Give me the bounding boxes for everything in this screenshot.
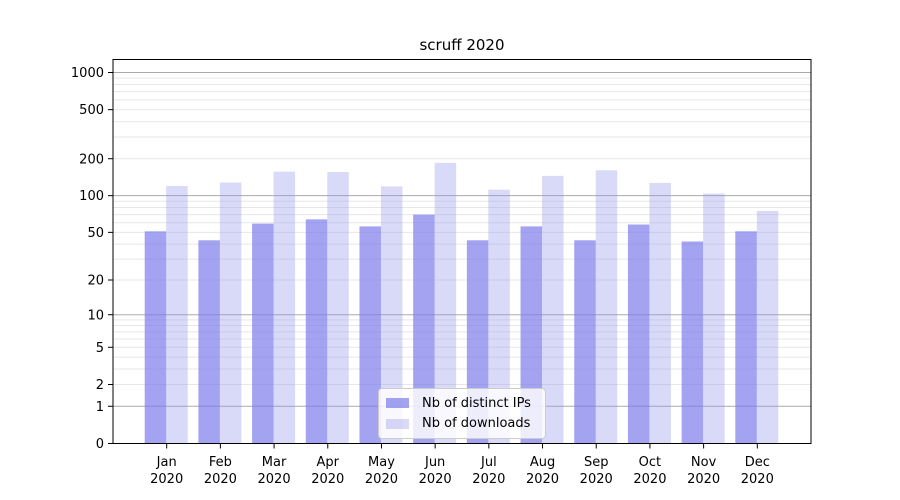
chart-title: scruff 2020 xyxy=(419,36,505,54)
bar-distinct-ips-sep xyxy=(574,240,596,444)
x-tick-label-month-nov: Nov xyxy=(691,455,717,470)
x-tick-label-year-dec: 2020 xyxy=(741,472,774,487)
x-tick-label-month-jun: Jun xyxy=(424,455,445,470)
y-tick-label-0: 0 xyxy=(96,437,104,452)
x-tick-label-month-dec: Dec xyxy=(745,455,770,470)
y-tick-label-100: 100 xyxy=(79,189,104,204)
bar-distinct-ips-jun xyxy=(413,214,435,444)
bar-distinct-ips-nov xyxy=(681,241,704,444)
x-tick-label-year-sep: 2020 xyxy=(580,472,613,487)
x-tick-label-month-may: May xyxy=(368,455,395,470)
bar-downloads-oct xyxy=(649,182,671,444)
bar-downloads-nov xyxy=(703,193,725,444)
legend-swatch-distinct-ips-icon xyxy=(386,398,409,409)
x-tick-label-year-jun: 2020 xyxy=(419,472,452,487)
x-tick-label-year-apr: 2020 xyxy=(311,472,344,487)
bar-downloads-apr xyxy=(327,171,349,444)
bar-distinct-ips-jan xyxy=(144,231,167,444)
legend-label-downloads: Nb of downloads xyxy=(422,416,531,432)
x-tick-label-month-oct: Oct xyxy=(639,455,661,470)
y-tick-label-500: 500 xyxy=(79,103,104,118)
x-tick-label-month-jan: Jan xyxy=(156,455,177,470)
x-tick-label-year-may: 2020 xyxy=(365,472,398,487)
x-tick-label-month-mar: Mar xyxy=(262,455,287,470)
x-tick-label-month-apr: Apr xyxy=(317,455,340,470)
bar-downloads-dec xyxy=(756,210,779,444)
bar-downloads-aug xyxy=(542,175,564,444)
bar-downloads-jan xyxy=(166,185,188,444)
bar-distinct-ips-feb xyxy=(198,240,220,444)
bar-downloads-jun xyxy=(434,162,457,444)
bar-distinct-ips-oct xyxy=(627,224,650,444)
x-tick-label-month-aug: Aug xyxy=(530,455,555,470)
x-tick-label-year-mar: 2020 xyxy=(258,472,291,487)
bar-downloads-may xyxy=(380,186,403,444)
legend: Nb of distinct IPs Nb of downloads xyxy=(378,388,546,439)
x-tick-label-year-nov: 2020 xyxy=(687,472,720,487)
y-tick-label-2: 2 xyxy=(96,378,104,393)
bar-distinct-ips-dec xyxy=(735,231,757,444)
bar-downloads-sep xyxy=(595,170,618,444)
y-tick-label-50: 50 xyxy=(87,226,104,241)
legend-swatch-downloads-icon xyxy=(386,418,409,429)
x-tick-label-year-aug: 2020 xyxy=(526,472,559,487)
x-tick-label-year-oct: 2020 xyxy=(633,472,666,487)
x-tick-label-year-jan: 2020 xyxy=(150,472,183,487)
bar-downloads-feb xyxy=(219,182,242,444)
legend-item-distinct-ips: Nb of distinct IPs xyxy=(386,397,539,410)
y-tick-label-10: 10 xyxy=(87,308,104,323)
x-tick-label-year-jul: 2020 xyxy=(472,472,505,487)
plot-frame xyxy=(112,59,812,444)
bar-downloads-jul xyxy=(488,189,510,444)
y-tick-label-200: 200 xyxy=(79,152,104,167)
y-tick-label-20: 20 xyxy=(87,274,104,289)
x-tick-label-year-feb: 2020 xyxy=(204,472,237,487)
bar-distinct-ips-apr xyxy=(305,219,328,444)
bar-distinct-ips-mar xyxy=(252,223,274,444)
x-tick-label-month-feb: Feb xyxy=(209,455,232,470)
bar-distinct-ips-may xyxy=(359,226,381,444)
y-tick-label-1: 1 xyxy=(96,400,104,415)
legend-label-distinct-ips: Nb of distinct IPs xyxy=(422,395,531,411)
bar-downloads-mar xyxy=(273,171,296,444)
legend-item-downloads: Nb of downloads xyxy=(386,417,539,430)
y-tick-label-5: 5 xyxy=(96,341,104,356)
x-tick-label-month-sep: Sep xyxy=(584,455,609,470)
x-tick-label-month-jul: Jul xyxy=(480,455,497,470)
y-tick-label-1000: 1000 xyxy=(71,66,104,81)
